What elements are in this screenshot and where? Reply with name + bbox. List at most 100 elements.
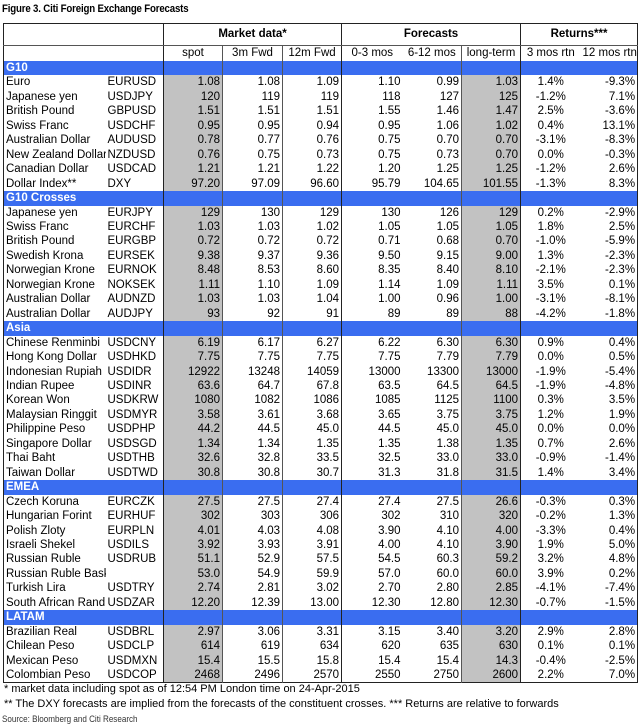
currency-pair-cell: DXY xyxy=(107,177,132,190)
return-3m-cell: -4.2% xyxy=(520,306,581,322)
section-band-cell xyxy=(402,610,462,625)
return-12m-cell: -2.3% xyxy=(605,264,636,277)
section-header-g10-crosses: G10 Crosses xyxy=(3,191,638,206)
return-3m-cell: 3.9% xyxy=(520,566,581,582)
section-band-cell xyxy=(520,191,581,206)
section-header-g10: G10 xyxy=(3,61,638,76)
forecast-long-term-cell: 3.75 xyxy=(461,407,521,423)
fwd-12m-cell: 1.35 xyxy=(281,436,342,452)
fwd-12m-cell: 6.27 xyxy=(281,335,342,351)
return-3m-cell: 1.4% xyxy=(520,465,581,481)
forecast-0-3m-cell: 63.5 xyxy=(341,378,403,394)
return-3m-cell: 2.9% xyxy=(520,624,581,640)
table-row: Australian Dollar AUDJPY 93 92 91 89 89 88 -4.2%… xyxy=(4,306,638,322)
spot-cell: 1.08 xyxy=(163,75,223,90)
spot-cell: 1.21 xyxy=(163,162,223,177)
forecast-long-term-cell: 59.2 xyxy=(461,552,521,567)
currency-name-cell: Indian Rupee xyxy=(6,379,75,392)
forecast-long-term-cell: 1.00 xyxy=(461,292,521,307)
forecast-0-3m-cell: 620 xyxy=(341,639,403,654)
forecast-6-12m-cell: 0.70 xyxy=(436,134,460,147)
return-12m-cell: 8.3% xyxy=(608,177,636,190)
footnote-market-data: * market data including spot as of 12:54… xyxy=(4,683,360,695)
fwd-3m-cell: 64.7 xyxy=(222,378,283,394)
currency-name-cell: Israeli Shekel xyxy=(6,538,76,551)
currency-pair-cell: AUDUSD xyxy=(107,134,157,147)
table-row: Thai Baht USDTHB 32.6 32.8 33.5 32.5 33.0 33.0-… xyxy=(4,451,638,466)
spot-cell: 97.20 xyxy=(163,176,223,192)
forecast-long-term-cell: 3.20 xyxy=(461,624,521,640)
return-3m-cell: 1.9% xyxy=(520,537,581,553)
forecast-6-12m-cell: 60.0 xyxy=(436,567,460,580)
section-band-cell xyxy=(281,480,342,495)
currency-pair-cell: USDCLP xyxy=(107,640,155,653)
forecast-0-3m-cell: 57.0 xyxy=(341,566,403,582)
section-band-cell xyxy=(222,191,283,206)
forecast-long-term-cell: 9.00 xyxy=(461,248,521,264)
spot-cell: 8.48 xyxy=(163,263,223,278)
forecast-6-12m-cell: 12.80 xyxy=(430,596,460,609)
column-header-3-mos-rtn: 3 mos rtn xyxy=(520,45,581,61)
section-band-cell xyxy=(163,610,223,625)
currency-name-cell: Singapore Dollar xyxy=(6,437,92,450)
return-3m-cell: -0.4% xyxy=(520,653,581,669)
spot-cell: 2.74 xyxy=(163,581,223,596)
fwd-12m-cell: 96.60 xyxy=(281,176,342,192)
spot-cell: 1.11 xyxy=(163,277,223,293)
fwd-3m-cell: 1.34 xyxy=(222,436,283,452)
currency-pair-cell: NOKSEK xyxy=(107,278,156,291)
spot-cell: 30.8 xyxy=(163,465,223,481)
table-row: New Zealand Dollar NZDUSD 0.76 0.75 0.73 0.75… xyxy=(4,147,638,163)
spot-cell: 614 xyxy=(163,639,223,654)
currency-pair-cell: USDKRW xyxy=(107,394,159,407)
spot-cell: 27.5 xyxy=(163,494,223,510)
fwd-12m-cell: 129 xyxy=(281,205,342,220)
section-band-cell xyxy=(341,61,403,76)
fwd-3m-cell: 27.5 xyxy=(222,494,283,510)
forecast-0-3m-cell: 27.4 xyxy=(341,494,403,510)
currency-pair-cell: NZDUSD xyxy=(107,148,156,161)
currency-name-cell: Japanese yen xyxy=(6,90,78,103)
table-row: British Pound EURGBP 0.72 0.72 0.72 0.71 0.68 0… xyxy=(4,234,638,249)
return-3m-cell: 1.8% xyxy=(520,219,581,235)
section-band-cell xyxy=(580,480,638,495)
spot-cell: 12.20 xyxy=(163,595,223,611)
currency-name-cell: Chilean Peso xyxy=(6,640,75,653)
currency-pair-cell: EURPLN xyxy=(107,524,155,537)
fwd-3m-cell: 2.81 xyxy=(222,581,283,596)
fwd-12m-cell: 33.5 xyxy=(281,451,342,466)
return-12m-cell: -3.6% xyxy=(605,105,636,118)
forecast-0-3m-cell: 89 xyxy=(341,306,403,322)
fwd-12m-cell: 91 xyxy=(281,306,342,322)
return-12m-cell: 13.1% xyxy=(602,119,636,132)
return-12m-cell: 0.5% xyxy=(608,351,636,364)
table-row: Polish Zloty EURPLN 4.01 4.03 4.08 3.90 4.10 4.… xyxy=(4,523,638,538)
forecast-0-3m-cell: 8.35 xyxy=(341,263,403,278)
section-band-cell xyxy=(222,61,283,76)
return-3m-cell: 1.3% xyxy=(520,248,581,264)
table-row: Indian Rupee USDINR 63.6 64.7 67.8 63.5 64.5 64… xyxy=(4,378,638,394)
figure-title: Figure 3. Citi Foreign Exchange Forecast… xyxy=(2,3,189,15)
currency-name-cell: Hungarian Forint xyxy=(6,510,92,523)
currency-name-cell: British Pound xyxy=(6,235,75,248)
forecast-0-3m-cell: 1.35 xyxy=(341,436,403,452)
section-band-cell xyxy=(222,610,283,625)
forecast-long-term-cell: 0.70 xyxy=(461,234,521,249)
table-row: Indonesian Rupiah USDIDR 12922 13248 14059 13… xyxy=(4,364,638,379)
forecast-long-term-cell: 1.47 xyxy=(461,104,521,119)
spot-cell: 0.76 xyxy=(163,147,223,163)
section-band-cell xyxy=(281,61,342,76)
fwd-3m-cell: 1.03 xyxy=(222,219,283,235)
section-title: G10 xyxy=(3,61,164,76)
return-12m-cell: 2.8% xyxy=(608,625,636,638)
return-12m-cell: -1.4% xyxy=(605,452,636,465)
forecast-6-12m-cell: 0.96 xyxy=(436,293,460,306)
forecast-0-3m-cell: 3.90 xyxy=(341,523,403,538)
section-band-cell xyxy=(461,321,521,336)
section-band-cell xyxy=(580,321,638,336)
fwd-12m-cell: 4.08 xyxy=(281,523,342,538)
forecast-0-3m-cell: 1.00 xyxy=(341,292,403,307)
section-band-cell xyxy=(341,191,403,206)
fwd-3m-cell: 0.77 xyxy=(222,133,283,148)
spot-cell: 51.1 xyxy=(163,552,223,567)
